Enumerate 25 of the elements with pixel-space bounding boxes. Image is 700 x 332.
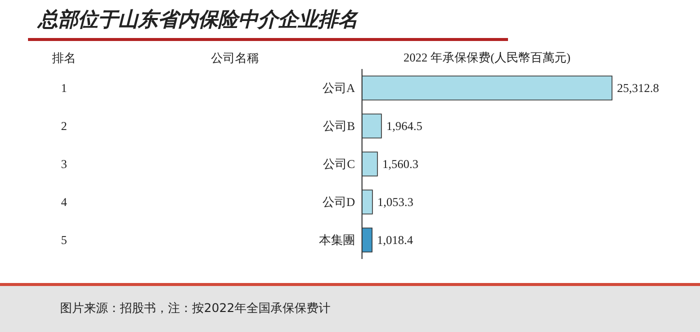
data-label: 25,312.8: [617, 81, 659, 95]
data-label: 1,560.3: [382, 157, 418, 171]
text: 图片来源：招股书，注：按2022年全国承保保费计: [60, 300, 331, 317]
text: 5: [61, 233, 67, 247]
text: 4: [61, 195, 67, 209]
data-label: 1,964.5: [386, 119, 422, 133]
bar: [362, 114, 382, 138]
text: 3: [61, 157, 67, 171]
y-tick-label: 公司B: [322, 119, 355, 133]
y-tick-label: 本集團: [319, 233, 355, 247]
data-label: 1,053.3: [377, 195, 414, 209]
text: 2: [61, 119, 67, 133]
y-tick-label: 公司D: [322, 195, 356, 209]
bar: [362, 228, 372, 252]
y-tick-label: 公司A: [322, 81, 356, 95]
bar: [362, 152, 378, 176]
bar: [362, 76, 612, 100]
text: 排名: [52, 51, 76, 65]
text: 公司名稱: [211, 51, 259, 65]
x-axis-title: 2022 年承保保费(人民幣百萬元): [404, 50, 570, 64]
text: 1: [61, 81, 67, 95]
y-tick-label: 公司C: [322, 157, 355, 171]
bar: [362, 190, 373, 214]
data-label: 1,018.4: [377, 233, 414, 247]
text: 总部位于山东省内保险中介企业排名: [38, 6, 358, 33]
